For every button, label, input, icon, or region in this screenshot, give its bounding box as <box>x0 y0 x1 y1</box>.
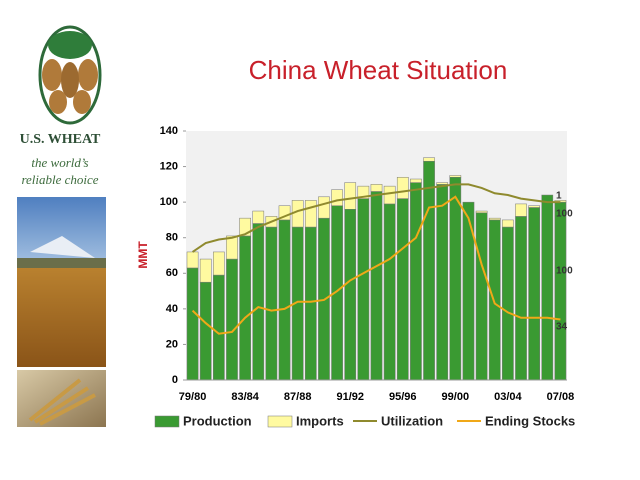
x-tick-label: 03/04 <box>494 391 522 403</box>
bar <box>304 200 317 228</box>
brand-name: U.S. WHEAT <box>20 132 101 147</box>
x-tick-label: 83/84 <box>231 391 259 403</box>
bar <box>502 219 514 228</box>
legend-swatch <box>267 415 293 428</box>
bar <box>383 185 396 205</box>
legend-label: Imports <box>296 413 344 428</box>
bar <box>213 274 225 381</box>
x-tick-label: 07/08 <box>547 391 575 403</box>
x-tick-label: 79/80 <box>179 391 207 403</box>
tagline: the world’s <box>31 155 88 170</box>
x-tick-label: 91/92 <box>336 391 364 403</box>
chart-title: China Wheat Situation <box>249 55 508 85</box>
bar <box>239 217 251 237</box>
bar <box>396 198 409 381</box>
y-axis-label: MMT <box>136 241 150 269</box>
bar <box>199 258 212 283</box>
y-tick-label: 100 <box>160 196 178 208</box>
bar <box>423 160 435 381</box>
bar <box>475 212 488 381</box>
bar <box>436 182 449 185</box>
data-label: 1 <box>556 191 562 202</box>
bar <box>304 226 317 381</box>
bar <box>370 184 383 192</box>
data-label: 34 <box>556 322 568 333</box>
bar <box>252 210 265 224</box>
bar <box>449 176 462 381</box>
bar <box>291 200 304 228</box>
x-tick-label: 87/88 <box>284 391 312 403</box>
bar <box>396 176 409 199</box>
legend-label: Production <box>183 413 252 428</box>
bar <box>515 216 527 381</box>
line <box>191 195 561 335</box>
bar <box>357 198 370 381</box>
x-tick-label: 99/00 <box>442 391 470 403</box>
bar <box>410 178 422 183</box>
legend-label: Utilization <box>381 413 443 428</box>
bar <box>502 226 514 381</box>
bar <box>226 258 238 381</box>
photos <box>17 197 106 427</box>
bar <box>331 189 343 206</box>
data-label: 100 <box>556 209 573 220</box>
bar <box>252 223 265 381</box>
bar <box>528 207 540 381</box>
bar <box>318 196 330 219</box>
bar <box>541 194 554 381</box>
bar <box>515 203 527 217</box>
y-tick-label: 0 <box>172 374 178 386</box>
y-tick-label: 60 <box>166 267 178 279</box>
bar <box>226 235 238 260</box>
bar <box>488 217 501 221</box>
bar <box>278 219 291 381</box>
y-tick-label: 20 <box>166 338 178 350</box>
bar <box>528 205 540 208</box>
bar <box>383 203 396 381</box>
bar <box>186 251 199 269</box>
bar <box>239 235 251 381</box>
bar <box>449 175 462 178</box>
bar <box>357 185 370 199</box>
bar <box>213 251 225 276</box>
bar <box>344 182 357 210</box>
legend-swatch <box>154 415 180 428</box>
line <box>192 183 561 253</box>
bar <box>554 201 567 381</box>
y-tick-label: 40 <box>166 303 178 315</box>
bar <box>265 226 278 381</box>
bar <box>278 205 291 221</box>
bar <box>344 209 357 381</box>
y-tick-label: 120 <box>160 160 178 172</box>
y-tick-label: 140 <box>160 125 178 137</box>
bar <box>410 182 422 381</box>
bar <box>186 267 199 381</box>
tagline: reliable choice <box>21 172 98 187</box>
bar <box>199 281 212 381</box>
bar <box>488 219 501 381</box>
y-tick-label: 80 <box>166 232 178 244</box>
x-tick-label: 95/96 <box>389 391 417 403</box>
bar <box>423 157 435 162</box>
bar <box>475 210 488 214</box>
bar <box>370 191 383 381</box>
data-label: 100 <box>556 266 573 277</box>
logo <box>38 25 102 125</box>
legend-label: Ending Stocks <box>485 413 575 428</box>
bar <box>436 184 449 381</box>
